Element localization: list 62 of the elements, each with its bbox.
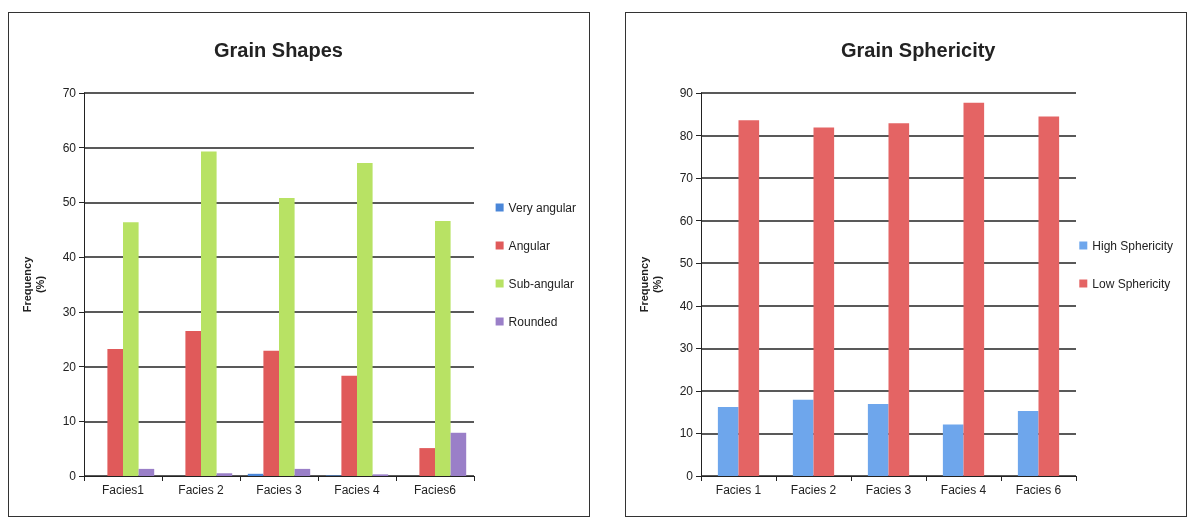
y-tick-label: 60: [679, 213, 694, 228]
bar: [419, 448, 435, 476]
legend-label: High Sphericity: [1092, 238, 1173, 253]
bar: [435, 221, 451, 476]
y-axis-title: Frequency (%): [637, 255, 663, 313]
x-tick-label: Facies 2: [178, 483, 224, 497]
bar: [279, 198, 295, 476]
bar: [1038, 116, 1060, 476]
y-tick-label: 10: [679, 426, 694, 441]
y-tick-label: 70: [679, 171, 694, 186]
bar: [792, 399, 814, 476]
bar: [357, 163, 373, 476]
legend-label: Low Sphericity: [1092, 276, 1171, 291]
bar: [738, 120, 760, 476]
bar: [813, 127, 835, 476]
bar: [341, 375, 357, 476]
x-tick-label: Facies 3: [865, 483, 912, 497]
x-tick-label: Facies 4: [940, 483, 987, 497]
legend-label: Sub-angular: [508, 276, 575, 291]
bar: [138, 468, 155, 476]
y-tick-label: 20: [679, 383, 694, 398]
y-tick-label: 0: [69, 469, 77, 483]
bar: [450, 432, 467, 476]
chart-title: Grain Sphericity: [841, 39, 997, 61]
x-tick-label: Facies 6: [1015, 483, 1062, 497]
bar: [263, 350, 279, 476]
bar: [942, 424, 964, 476]
chart-title: Grain Shapes: [214, 39, 343, 61]
x-tick-label: Facies 1: [715, 483, 762, 497]
y-tick-label: 90: [679, 86, 694, 100]
legend-label: Very angular: [508, 200, 577, 215]
y-tick-label: 80: [679, 128, 694, 143]
bar: [201, 151, 217, 476]
x-tick-label: Facies1: [101, 483, 145, 497]
y-tick-label: 30: [62, 304, 77, 319]
bar: [294, 468, 311, 476]
bar: [963, 102, 985, 476]
x-tick-label: Facies6: [413, 483, 457, 497]
x-tick-label: Facies 4: [334, 483, 380, 497]
y-tick-label: 30: [679, 341, 694, 356]
y-tick-label: 40: [679, 298, 694, 313]
y-tick-label: 0: [686, 469, 694, 483]
bar: [216, 473, 233, 476]
legend-label: Rounded: [508, 314, 558, 329]
bar: [107, 349, 123, 476]
bar: [717, 407, 739, 476]
bar: [185, 331, 201, 476]
y-tick-label: 70: [62, 86, 77, 100]
y-tick-label: 20: [62, 359, 77, 374]
bar: [888, 123, 910, 476]
x-tick-label: Facies 3: [256, 483, 302, 497]
bar: [123, 222, 139, 476]
bar: [1017, 410, 1039, 476]
y-tick-label: 40: [62, 250, 77, 265]
bar: [867, 404, 889, 476]
y-axis-title: Frequency (%): [20, 255, 46, 313]
y-tick-label: 10: [62, 414, 77, 429]
y-tick-label: 60: [62, 140, 77, 155]
y-tick-label: 50: [62, 195, 77, 210]
y-tick-label: 50: [679, 256, 694, 271]
x-tick-label: Facies 2: [790, 483, 837, 497]
legend-label: Angular: [508, 238, 550, 253]
